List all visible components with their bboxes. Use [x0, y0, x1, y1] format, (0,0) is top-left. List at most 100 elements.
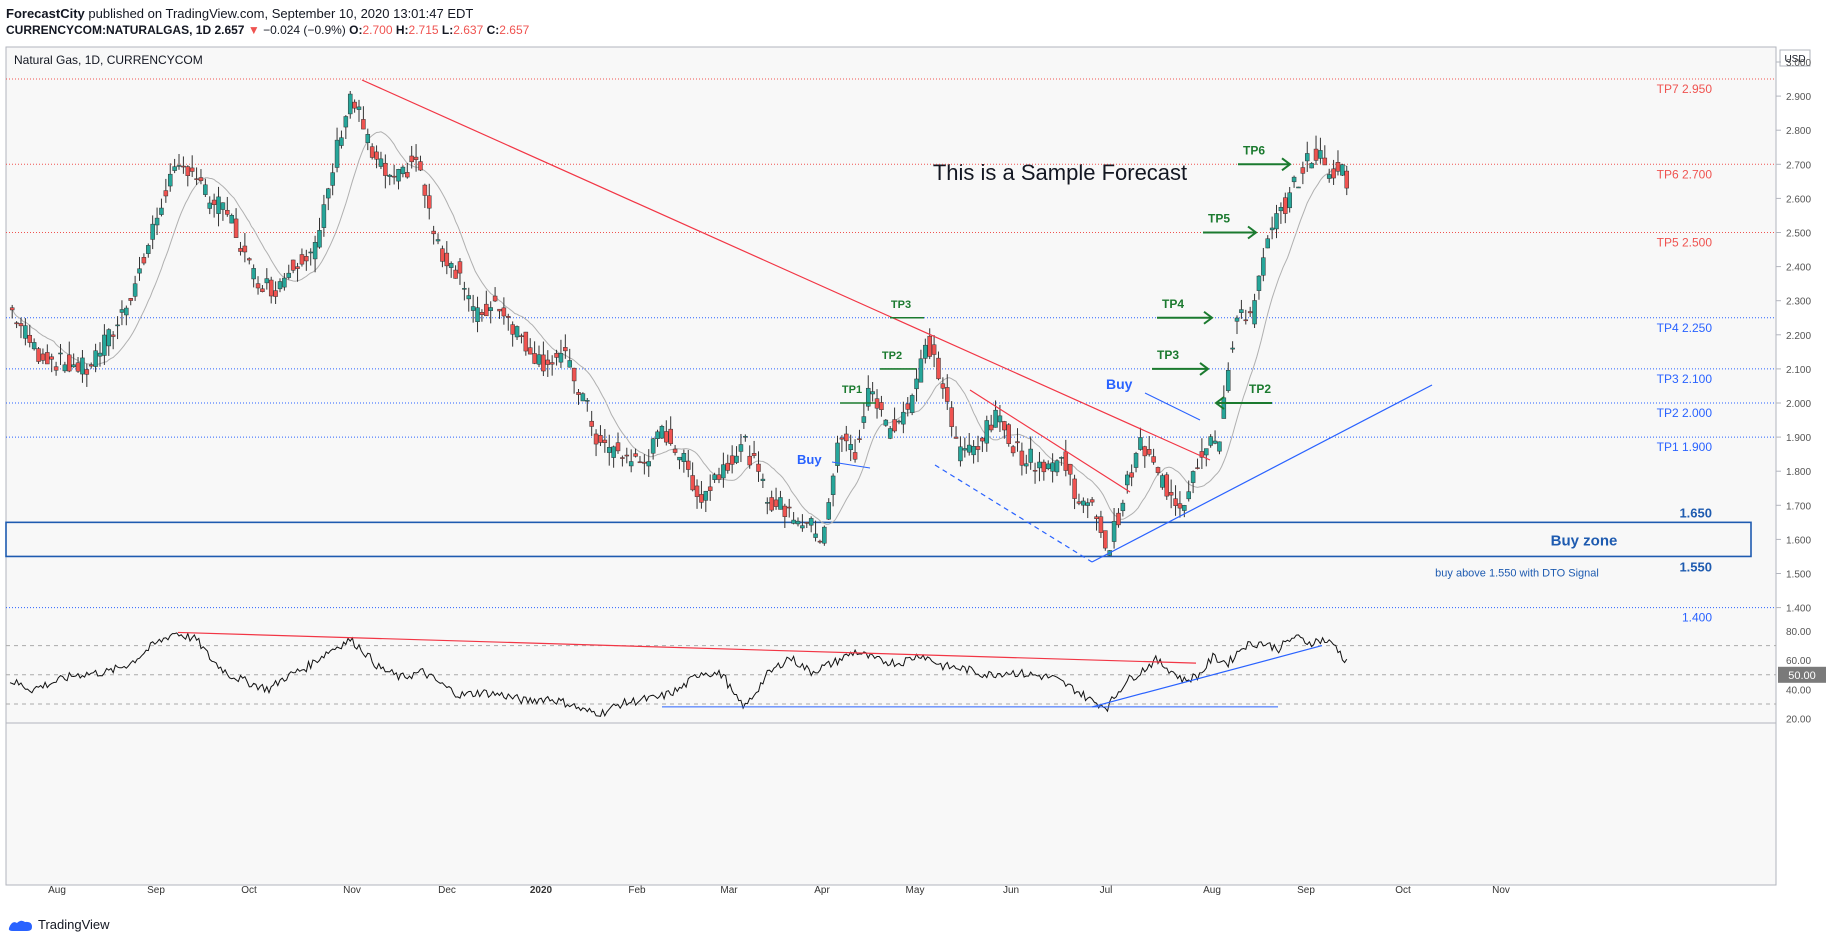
y-tick-label-8: 2.200 — [1786, 331, 1811, 342]
chart-title: Natural Gas, 1D, CURRENCYCOM — [14, 53, 203, 67]
candle-body — [510, 324, 515, 335]
candle-body — [721, 464, 726, 479]
candle-body — [1041, 461, 1047, 473]
candle — [1081, 497, 1086, 514]
candle — [830, 473, 836, 507]
candle-body — [633, 453, 638, 457]
candle — [839, 435, 845, 452]
candle-body — [31, 342, 37, 350]
level-label-3: TP4 2.250 — [1657, 321, 1713, 335]
candle — [668, 416, 673, 446]
candle — [84, 363, 90, 387]
x-tick-label-2: Oct — [241, 885, 257, 896]
candle — [273, 281, 278, 304]
y-tick-label-16: 1.400 — [1786, 604, 1811, 615]
candle — [624, 447, 630, 464]
candle — [1344, 165, 1350, 196]
candle — [352, 99, 357, 113]
price-change: −0.024 (−0.9%) — [263, 23, 346, 37]
osc-tick-label-3: 20.00 — [1786, 715, 1811, 726]
candle-body — [1160, 475, 1165, 488]
candle — [1024, 454, 1029, 474]
candle — [1173, 485, 1178, 516]
candle — [299, 248, 305, 267]
candle — [646, 449, 651, 477]
currency-box[interactable] — [1779, 49, 1811, 67]
footer-brand[interactable]: TradingView — [38, 917, 110, 932]
candle-body — [260, 288, 265, 292]
candle — [870, 382, 875, 402]
candle — [918, 349, 924, 383]
tp-markers: TP1 TP2 TP3 TP3 TP4 TP5 TP6 TP2 — [840, 143, 1292, 410]
candle — [1204, 448, 1209, 467]
high-value: 2.715 — [408, 23, 439, 37]
candle — [426, 183, 432, 220]
candle-body — [299, 254, 305, 265]
buy-zone-bottom-label: 1.550 — [1679, 559, 1712, 574]
tradingview-logo-icon[interactable] — [8, 918, 34, 932]
candle — [1120, 499, 1126, 517]
candle-body — [1019, 450, 1025, 466]
candle-body — [892, 419, 897, 432]
time-axis[interactable]: Aug Sep Oct Nov Dec 2020 Feb Mar Apr May Jun Jul Aug… — [48, 885, 1510, 896]
candle — [773, 487, 779, 510]
candle-body — [804, 522, 810, 524]
candle-body — [36, 348, 41, 362]
level-label-0: TP7 2.950 — [1657, 82, 1713, 96]
candle-body — [1138, 437, 1143, 450]
candle — [1287, 186, 1292, 213]
candle — [686, 449, 691, 478]
candle — [1304, 141, 1310, 172]
candle — [949, 401, 954, 437]
y-tick-label-9: 2.100 — [1786, 365, 1811, 376]
candle-body — [387, 174, 392, 177]
candle-body — [611, 446, 616, 458]
candle — [945, 374, 950, 410]
candle — [791, 512, 796, 525]
candle-body — [598, 435, 603, 443]
candle — [36, 347, 41, 364]
candle — [1067, 463, 1073, 486]
candle-body — [901, 411, 906, 425]
candle — [1225, 362, 1231, 393]
candle — [589, 410, 594, 436]
candle — [628, 449, 634, 473]
candle — [699, 481, 704, 509]
level-label-6: TP1 1.900 — [1657, 440, 1713, 454]
candle-body — [1291, 176, 1297, 183]
candle — [545, 350, 551, 377]
uptrend-line — [1091, 384, 1433, 563]
candle-body — [1265, 238, 1270, 249]
candle-body — [457, 261, 463, 274]
candle — [980, 436, 985, 453]
candle-body — [181, 165, 186, 168]
candle-body — [760, 478, 766, 481]
candle — [413, 144, 419, 172]
candle-body — [707, 486, 713, 491]
candle-body — [80, 357, 85, 375]
candle-body — [628, 461, 634, 467]
candle-body — [440, 248, 445, 262]
buy-zone-note: buy above 1.550 with DTO Signal — [1435, 567, 1599, 579]
candle-body — [435, 239, 441, 242]
open-value: 2.700 — [362, 23, 393, 37]
candle-body — [830, 475, 836, 495]
candle — [865, 375, 871, 411]
candle — [1326, 168, 1332, 183]
candle — [541, 341, 546, 377]
candle-body — [664, 431, 669, 443]
candle-body — [712, 474, 717, 480]
level-label-7: 1.400 — [1682, 611, 1712, 625]
x-tick-label-7: Mar — [720, 885, 738, 896]
publisher-name[interactable]: ForecastCity — [6, 6, 85, 21]
candle — [743, 434, 748, 442]
candle-body — [1256, 275, 1262, 291]
candle — [1098, 510, 1104, 538]
price-axis[interactable]: 3.000 2.900 2.800 2.700 2.600 2.500 2.400 2.300… — [1776, 58, 1811, 615]
candle-body — [1142, 446, 1148, 457]
candle — [655, 429, 660, 447]
candle — [681, 449, 687, 473]
tp-right-arrow-3 — [1281, 157, 1292, 172]
candle-body — [1335, 162, 1341, 172]
